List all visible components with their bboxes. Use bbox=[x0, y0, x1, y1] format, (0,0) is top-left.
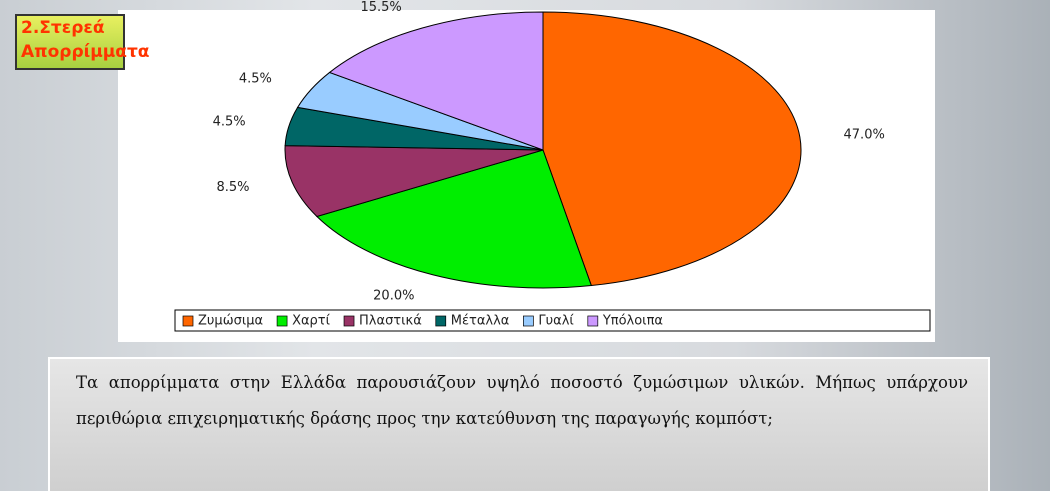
pie-slice bbox=[328, 11, 544, 151]
legend-swatch bbox=[343, 315, 355, 327]
pie-slice bbox=[284, 145, 544, 218]
legend-label: Υπόλοιπα bbox=[602, 314, 663, 329]
data-label: 15.5% bbox=[360, 0, 401, 15]
legend-swatch bbox=[435, 315, 447, 327]
title-line: 2.Στερεά bbox=[21, 18, 105, 38]
legend-swatch bbox=[587, 315, 599, 327]
legend-label: Ζυμώσιμα bbox=[198, 314, 263, 329]
legend-label: Χαρτί bbox=[292, 314, 331, 329]
legend-label: Πλαστικά bbox=[359, 314, 422, 329]
legend-label: Μέταλλα bbox=[451, 314, 510, 329]
pie-slice bbox=[315, 149, 593, 289]
slide-title: 2.Στερεά Απορρίμματα bbox=[15, 14, 150, 70]
legend-swatch bbox=[523, 315, 534, 327]
data-label: 47.0% bbox=[844, 127, 885, 142]
legend-box bbox=[174, 309, 931, 332]
legend-swatch bbox=[276, 315, 288, 327]
data-label: 4.5% bbox=[213, 115, 246, 130]
data-label: 20.0% bbox=[373, 289, 414, 304]
legend-label: Γυαλί bbox=[538, 314, 574, 329]
data-label: 8.5% bbox=[216, 180, 249, 195]
title-line: Απορρίμματα bbox=[21, 42, 150, 62]
legend-swatch bbox=[182, 315, 194, 327]
data-label: 4.5% bbox=[239, 71, 272, 86]
pie-slice bbox=[542, 11, 802, 287]
slide-text: Τα απορρίμματα στην Ελλάδα παρουσιάζουν … bbox=[48, 357, 990, 491]
